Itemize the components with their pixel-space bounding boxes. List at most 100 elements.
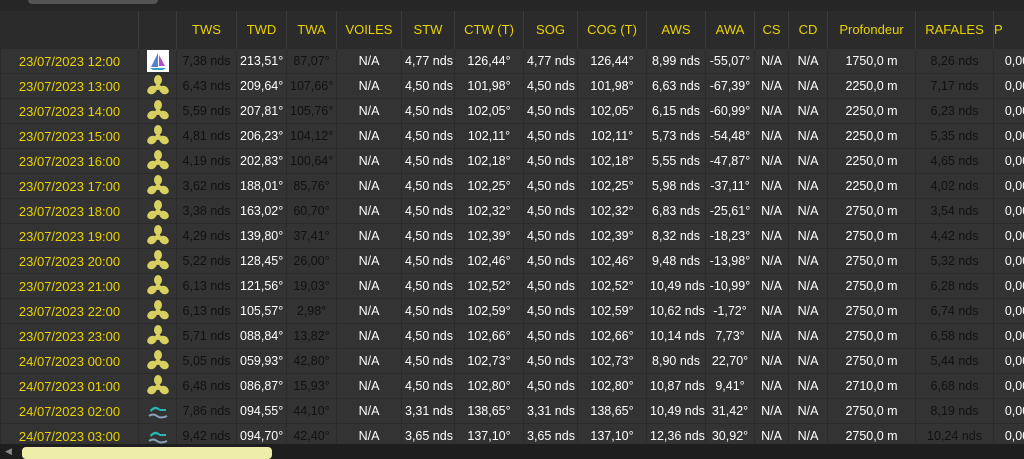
row-datetime: 23/07/2023 16:00	[0, 148, 139, 174]
cell-stw: 4,50 nds	[401, 223, 455, 249]
cell-raf: 5,44 nds	[915, 348, 994, 374]
cell-tws: 6,13 nds	[176, 298, 237, 324]
cell-raf: 5,32 nds	[915, 248, 994, 274]
table-body: 23/07/2023 12:00 7,38 nds 213,51° 87,07° N/A…	[0, 48, 1024, 449]
cell-twd: 086,87°	[236, 373, 287, 399]
cell-twd: 207,81°	[236, 98, 287, 124]
top-tab[interactable]	[28, 0, 158, 4]
header-voiles[interactable]: VOILES	[336, 11, 402, 49]
table-row[interactable]: 23/07/2023 16:00 4,19 nds 202,83° 100,64° N/…	[0, 148, 1024, 174]
cell-cog: 102,52°	[577, 273, 647, 299]
table-row[interactable]: 23/07/2023 13:00 6,43 nds 209,64° 107,66° N/…	[0, 73, 1024, 99]
cell-aws: 8,90 nds	[646, 348, 706, 374]
cell-cs: N/A	[754, 173, 789, 199]
cell-sog: 4,77 nds	[523, 48, 578, 74]
cell-sog: 4,50 nds	[523, 198, 578, 224]
cell-ctw: 102,46°	[454, 248, 524, 274]
cell-stw: 4,50 nds	[401, 148, 455, 174]
cell-aws: 5,73 nds	[646, 123, 706, 149]
header-p[interactable]: P	[993, 11, 1024, 49]
cell-twa: 105,76°	[286, 98, 337, 124]
scroll-left-icon[interactable]: ◀	[5, 446, 12, 456]
table-row[interactable]: 23/07/2023 22:00 6,13 nds 105,57° 2,98° N/A 4…	[0, 298, 1024, 324]
cell-sog: 4,50 nds	[523, 273, 578, 299]
cell-cd: N/A	[788, 173, 828, 199]
cell-ctw: 102,32°	[454, 198, 524, 224]
cell-cd: N/A	[788, 398, 828, 424]
cell-p: 0,00	[993, 373, 1024, 399]
table-row[interactable]: 23/07/2023 14:00 5,59 nds 207,81° 105,76° N/…	[0, 98, 1024, 124]
header-ctw[interactable]: CTW (T)	[454, 11, 524, 49]
cell-tws: 3,62 nds	[176, 173, 237, 199]
cell-awa: 22,70°	[705, 348, 755, 374]
table-row[interactable]: 23/07/2023 19:00 4,29 nds 139,80° 37,41° N/A…	[0, 223, 1024, 249]
cell-stw: 4,50 nds	[401, 73, 455, 99]
header-stw[interactable]: STW	[401, 11, 455, 49]
table-row[interactable]: 23/07/2023 20:00 5,22 nds 128,45° 26,00° N/A…	[0, 248, 1024, 274]
cell-raf: 4,42 nds	[915, 223, 994, 249]
cell-cs: N/A	[754, 123, 789, 149]
header-sog[interactable]: SOG	[523, 11, 578, 49]
cell-cog: 126,44°	[577, 48, 647, 74]
cell-ctw: 102,18°	[454, 148, 524, 174]
cell-raf: 8,19 nds	[915, 398, 994, 424]
cell-raf: 4,65 nds	[915, 148, 994, 174]
table-row[interactable]: 23/07/2023 18:00 3,38 nds 163,02° 60,70° N/A…	[0, 198, 1024, 224]
header-rafales[interactable]: RAFALES	[915, 11, 994, 49]
cell-prof: 2250,0 m	[827, 98, 916, 124]
table-row[interactable]: 23/07/2023 15:00 4,81 nds 206,23° 104,12° N/…	[0, 123, 1024, 149]
horizontal-scrollbar[interactable]: ◀	[0, 444, 1024, 459]
cell-raf: 6,28 nds	[915, 273, 994, 299]
cell-cog: 102,05°	[577, 98, 647, 124]
header-tws[interactable]: TWS	[176, 11, 237, 49]
cell-aws: 10,87 nds	[646, 373, 706, 399]
cell-cs: N/A	[754, 348, 789, 374]
cell-prof: 2750,0 m	[827, 223, 916, 249]
cell-voiles: N/A	[336, 123, 402, 149]
propeller-icon	[138, 148, 177, 174]
cell-twd: 128,45°	[236, 248, 287, 274]
row-datetime: 23/07/2023 22:00	[0, 298, 139, 324]
scrollbar-thumb[interactable]	[22, 447, 272, 459]
cell-stw: 4,50 nds	[401, 98, 455, 124]
header-cd[interactable]: CD	[788, 11, 828, 49]
cell-awa: 31,42°	[705, 398, 755, 424]
header-aws[interactable]: AWS	[646, 11, 706, 49]
header-twa[interactable]: TWA	[286, 11, 337, 49]
table-row[interactable]: 24/07/2023 02:00 7,86 nds 094,55° 44,10° N/A…	[0, 398, 1024, 424]
table-row[interactable]: 24/07/2023 01:00 6,48 nds 086,87° 15,93° N/A…	[0, 373, 1024, 399]
cell-stw: 4,77 nds	[401, 48, 455, 74]
table-row[interactable]: 23/07/2023 21:00 6,13 nds 121,56° 19,03° N/A…	[0, 273, 1024, 299]
cell-p: 0,00	[993, 348, 1024, 374]
cell-cs: N/A	[754, 198, 789, 224]
cell-stw: 4,50 nds	[401, 248, 455, 274]
cell-aws: 10,49 nds	[646, 273, 706, 299]
propeller-icon	[138, 323, 177, 349]
cell-p: 0,00	[993, 398, 1024, 424]
cell-cd: N/A	[788, 373, 828, 399]
propeller-icon	[138, 373, 177, 399]
header-awa[interactable]: AWA	[705, 11, 755, 49]
table-row[interactable]: 23/07/2023 12:00 7,38 nds 213,51° 87,07° N/A…	[0, 48, 1024, 74]
wave-boat-icon	[138, 398, 177, 424]
cell-tws: 6,48 nds	[176, 373, 237, 399]
table-row[interactable]: 23/07/2023 17:00 3,62 nds 188,01° 85,76° N/A…	[0, 173, 1024, 199]
cell-raf: 5,35 nds	[915, 123, 994, 149]
cell-twa: 26,00°	[286, 248, 337, 274]
cell-prof: 2750,0 m	[827, 273, 916, 299]
header-cs[interactable]: CS	[754, 11, 789, 49]
cell-cs: N/A	[754, 373, 789, 399]
cell-twa: 42,80°	[286, 348, 337, 374]
cell-voiles: N/A	[336, 373, 402, 399]
row-datetime: 23/07/2023 17:00	[0, 173, 139, 199]
cell-prof: 2750,0 m	[827, 323, 916, 349]
header-cog[interactable]: COG (T)	[577, 11, 647, 49]
header-profondeur[interactable]: Profondeur	[827, 11, 916, 49]
table-row[interactable]: 24/07/2023 00:00 5,05 nds 059,93° 42,80° N/A…	[0, 348, 1024, 374]
cell-cog: 102,18°	[577, 148, 647, 174]
row-datetime: 24/07/2023 02:00	[0, 398, 139, 424]
cell-prof: 2750,0 m	[827, 248, 916, 274]
cell-cog: 101,98°	[577, 73, 647, 99]
header-twd[interactable]: TWD	[236, 11, 287, 49]
table-row[interactable]: 23/07/2023 23:00 5,71 nds 088,84° 13,82° N/A…	[0, 323, 1024, 349]
